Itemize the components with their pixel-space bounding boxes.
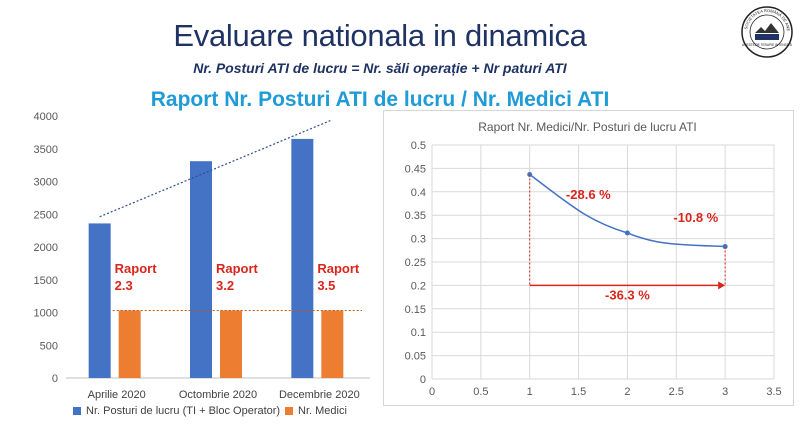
bar-medici (119, 311, 141, 378)
x-tick-label: 0.5 (473, 386, 488, 398)
line-chart-panel: 0 0.5 1 1.5 2 2.5 3 3.5 0 0.05 0.1 0.15 0.2 0.25 0.3 0.… (383, 110, 794, 406)
x-tick-label: 1 (527, 386, 533, 398)
ratio-label: Raport (216, 261, 259, 276)
y-tick-label: 500 (40, 340, 58, 352)
y-tick-label: 0.35 (405, 210, 426, 222)
y-tick-label: 0.2 (411, 280, 426, 292)
x-category-label: Aprilie 2020 (88, 389, 146, 401)
bar-medici (321, 311, 343, 378)
x-tick-label: 2.5 (669, 386, 684, 398)
y-tick-label: 0 (420, 374, 426, 386)
arrow-head (718, 281, 725, 289)
ratio-value: 3.2 (216, 278, 234, 293)
section-heading: Raport Nr. Posturi ATI de lucru / Nr. Me… (0, 88, 760, 112)
legend-posturi: Nr. Posturi de lucru (TI + Bloc Operator… (73, 405, 280, 417)
y-tick-label: 3000 (34, 177, 58, 189)
y-tick-label: 2000 (34, 242, 58, 254)
y-tick-label: 0.3 (411, 234, 426, 246)
y-tick-label: 2500 (34, 209, 58, 221)
y-tick-label: 0 (52, 373, 58, 385)
change-label-total: -36.3 % (605, 287, 650, 302)
bar-chart-panel: 0 500 1000 1500 2000 2500 3000 3500 4000 Aprilie … (8, 112, 376, 435)
legend-swatch-blue (73, 407, 81, 415)
x-tick-label: 2 (624, 386, 630, 398)
x-tick-label: 3 (722, 386, 728, 398)
y-tick-label: 0.05 (405, 351, 426, 363)
page-subtitle: Nr. Posturi ATI de lucru = Nr. săli oper… (0, 60, 760, 76)
y-tick-label: 0.25 (405, 257, 426, 269)
y-tick-label: 0.1 (411, 327, 426, 339)
legend-label-posturi: Nr. Posturi de lucru (TI + Bloc Operator… (86, 405, 280, 417)
y-tick-label: 3500 (34, 144, 58, 156)
change-label-1: -28.6 % (566, 187, 611, 202)
ratio-value: 3.5 (317, 278, 335, 293)
ratio-label: Raport (115, 261, 158, 276)
y-tick-label: 0.5 (411, 140, 426, 152)
bar-posturi (190, 161, 212, 378)
line-chart: 0 0.5 1 1.5 2 2.5 3 3.5 0 0.05 0.1 0.15 0.2 0.25 0.3 0.… (384, 111, 793, 405)
x-category-label: Decembrie 2020 (279, 389, 360, 401)
legend-medici: Nr. Medici (285, 405, 347, 417)
y-tick-label: 1000 (34, 308, 58, 320)
x-tick-label: 3.5 (766, 386, 781, 398)
y-tick-label: 0.45 (405, 163, 426, 175)
y-tick-label: 0.15 (405, 304, 426, 316)
logo-lower-text: ANESTEZIE TERAPIE INTENSIVĂ (742, 43, 793, 47)
bar-medici (220, 311, 242, 378)
x-tick-label: 1.5 (571, 386, 586, 398)
ratio-value: 2.3 (115, 278, 133, 293)
legend-swatch-orange (285, 407, 293, 415)
bar-posturi (291, 139, 313, 378)
y-tick-label: 0.4 (411, 187, 426, 199)
bar-chart: 0 500 1000 1500 2000 2500 3000 3500 4000 Aprilie … (8, 112, 376, 402)
y-tick-label: 4000 (34, 112, 58, 123)
bar-posturi (89, 223, 111, 378)
y-tick-label: 1500 (34, 275, 58, 287)
ratio-label: Raport (317, 261, 360, 276)
x-category-label: Octombrie 2020 (179, 389, 257, 401)
data-point (625, 230, 630, 235)
line-chart-title: Raport Nr. Medici/Nr. Posturi de lucru A… (383, 120, 792, 134)
society-logo: ANESTEZIE TERAPIE INTENSIVĂ SOCIETATEA R… (741, 6, 793, 58)
change-label-2: -10.8 % (673, 210, 718, 225)
x-tick-label: 0 (429, 386, 435, 398)
legend-label-medici: Nr. Medici (298, 405, 347, 417)
page-title: Evaluare nationala in dinamica (0, 18, 760, 54)
